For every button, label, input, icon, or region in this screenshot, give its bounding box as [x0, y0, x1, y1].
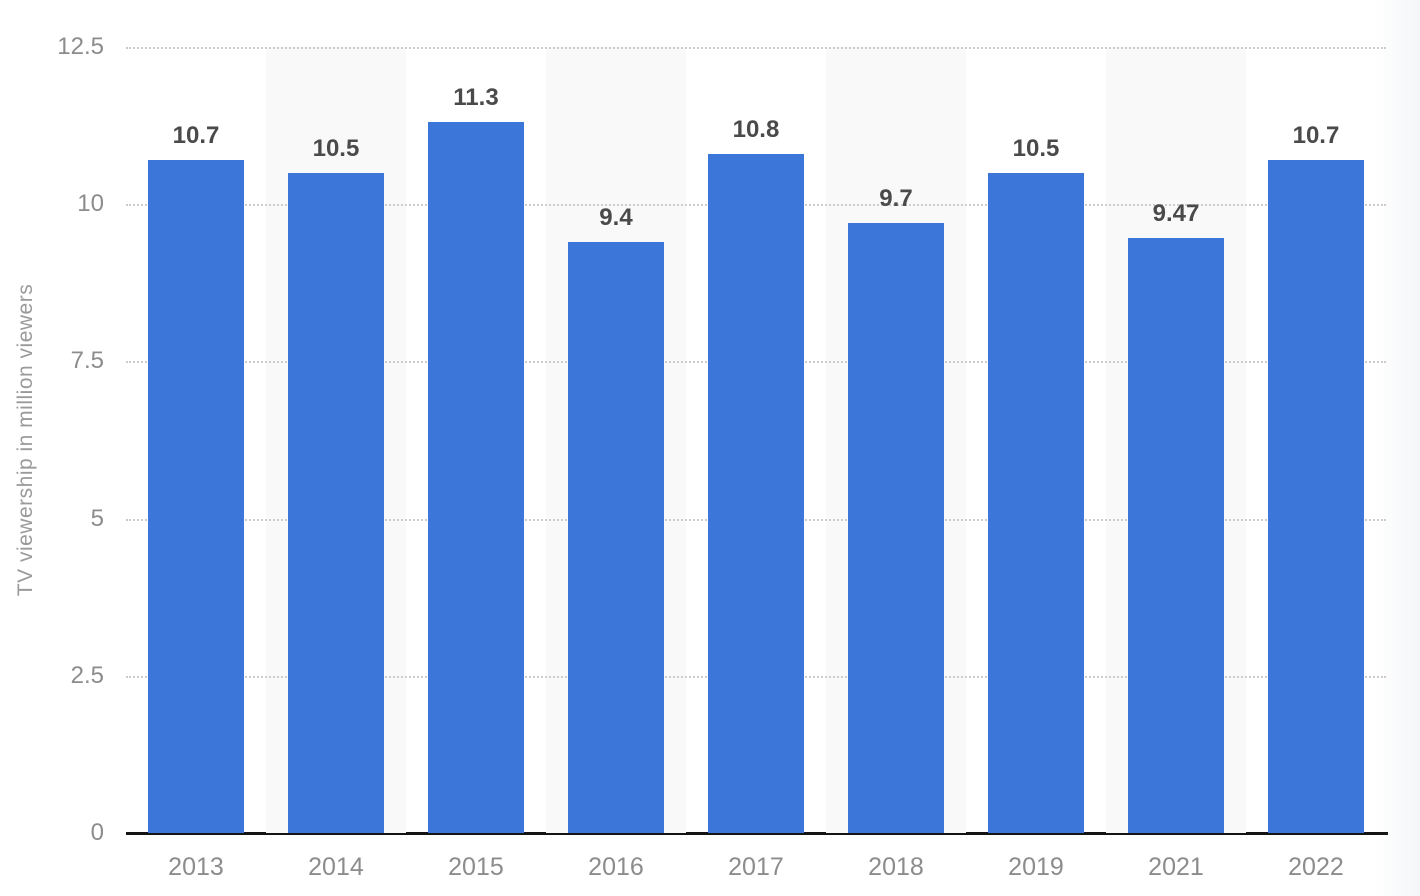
plot-area: 10.7 10.5 11.3 9.4 10.8 9.7 10.5 9.47 10.7 — [126, 47, 1386, 833]
bar-2022[interactable] — [1268, 160, 1364, 833]
x-tick-label: 2021 — [1148, 853, 1204, 881]
y-tick-label: 5 — [90, 504, 104, 532]
bar-value-label: 11.3 — [453, 84, 499, 112]
bar-2014[interactable] — [287, 172, 384, 833]
bar-2013[interactable] — [147, 160, 244, 833]
y-tick-label: 0 — [90, 819, 104, 846]
bar-2019[interactable] — [988, 172, 1084, 833]
y-tick-label: 2.5 — [70, 661, 104, 689]
y-tick-label: 7.5 — [70, 347, 104, 375]
bars-layer: 10.7 10.5 11.3 9.4 10.8 9.7 10.5 9.47 10.7 — [126, 47, 1386, 833]
bar-2018[interactable] — [848, 223, 944, 833]
bar-value-label: 10.5 — [1012, 134, 1060, 162]
bar-value-label: 10.5 — [312, 134, 360, 162]
x-tick-label: 2019 — [1008, 853, 1064, 881]
x-tick-label: 2014 — [308, 853, 364, 881]
bar-value-label: 9.7 — [879, 185, 913, 213]
bar-value-label: 9.47 — [1152, 199, 1200, 227]
x-axis-line — [126, 832, 1388, 835]
bar-2015[interactable] — [428, 122, 524, 833]
x-tick-label: 2018 — [868, 853, 924, 881]
bar-value-label: 9.4 — [599, 203, 633, 231]
x-tick-label: 2017 — [728, 853, 784, 881]
x-tick-label: 2015 — [448, 853, 504, 881]
x-tick-label: 2013 — [168, 853, 224, 881]
bar-2017[interactable] — [708, 153, 804, 833]
bar-2021[interactable] — [1128, 237, 1224, 833]
bar-value-label: 10.7 — [1292, 122, 1340, 150]
bar-value-label: 10.7 — [172, 122, 220, 150]
y-axis-tick-labels: 12.5 10 7.5 5 2.5 0 — [0, 35, 104, 845]
y-tick-label: 10 — [77, 190, 104, 218]
bar-2016[interactable] — [568, 241, 664, 833]
x-axis-tick-labels: 2013 2014 2015 2016 2017 2018 2019 2021 2022 — [126, 852, 1386, 884]
bar-value-label: 10.8 — [732, 115, 780, 143]
x-tick-label: 2016 — [588, 853, 644, 881]
gridline-12.5 — [126, 47, 1386, 49]
x-tick-label: 2022 — [1288, 853, 1344, 881]
y-tick-label: 12.5 — [57, 33, 104, 60]
